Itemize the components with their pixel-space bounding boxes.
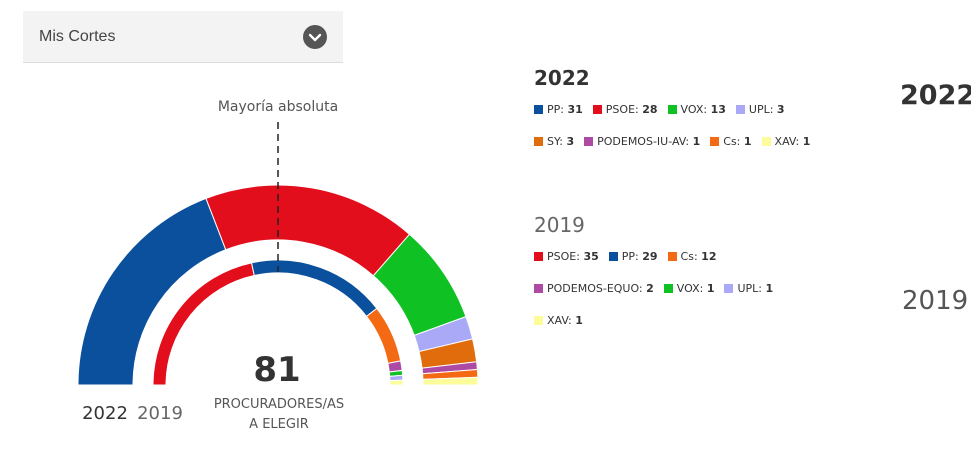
legend-swatch	[735, 105, 745, 114]
legend-swatch	[534, 252, 543, 261]
legend-2019: 2019 PSOE: 35 PP: 29 Cs: 12PODEMOS-EQUO: 2…	[534, 213, 834, 341]
seat-segment-2019-xav[interactable]	[389, 379, 404, 386]
legend-seat-count: 31	[567, 103, 583, 116]
legend-item-2022-podemos-iu-av[interactable]: PODEMOS-IU-AV: 1	[584, 134, 700, 149]
legend-party-name: VOX:	[676, 282, 707, 295]
legend-party-name: XAV:	[547, 314, 576, 327]
legend-title-2022: 2022	[534, 66, 590, 90]
inner-ring-2019	[152, 259, 404, 386]
legend-seat-count: 1	[802, 135, 811, 148]
legend-seat-count: 1	[765, 282, 774, 295]
legend-item-2022-xav[interactable]: XAV: 1	[761, 134, 811, 149]
legend-swatch	[724, 284, 734, 293]
legend-seat-count: 1	[575, 314, 583, 327]
legend-item-2019-pp[interactable]: PP: 29	[608, 249, 658, 264]
inner-ring-label: 2019	[137, 403, 183, 424]
legend-swatch	[710, 137, 720, 146]
selector-label: Mis Cortes	[39, 28, 116, 45]
majority-label: Mayoría absoluta	[218, 99, 338, 115]
legend-item-2022-vox[interactable]: VOX: 13	[667, 102, 726, 117]
legend-party-name: PSOE:	[605, 103, 643, 116]
parliament-chart: Mayoría absoluta 81 PROCURADORES/AS A EL…	[77, 99, 479, 432]
legend-items-2022: PP: 31 PSOE: 28 VOX: 13 UPL: 3SY: 3 PODEMOS-…	[534, 98, 834, 162]
legend-seat-count: 13	[710, 103, 726, 116]
total-caption-line1: PROCURADORES/AS	[214, 397, 344, 412]
side-year-2022: 2022	[900, 80, 971, 111]
side-year-2019: 2019	[902, 286, 969, 316]
legend-party-name: UPL:	[737, 282, 766, 295]
outer-ring-2022	[77, 184, 479, 386]
legend-swatch	[534, 284, 543, 293]
legend-swatch	[534, 316, 543, 325]
legend-party-name: PP:	[621, 250, 643, 263]
legend-swatch	[534, 105, 543, 114]
legend-seat-count: 29	[642, 250, 658, 263]
legend-item-2019-cs[interactable]: Cs: 12	[667, 249, 717, 264]
legend-item-2022-pp[interactable]: PP: 31	[534, 102, 583, 117]
seat-segment-2022-psoe[interactable]	[205, 184, 411, 277]
legend-item-2022-sy[interactable]: SY: 3	[534, 134, 574, 149]
legend-seat-count: 1	[692, 135, 701, 148]
total-seats: 81	[253, 350, 300, 390]
legend-party-name: VOX:	[680, 103, 711, 116]
legend-seat-count: 28	[642, 103, 658, 116]
legend-item-2022-cs[interactable]: Cs: 1	[710, 134, 752, 149]
legend-item-2019-psoe[interactable]: PSOE: 35	[534, 249, 599, 264]
legend-item-2022-psoe[interactable]: PSOE: 28	[592, 102, 658, 117]
legend-party-name: Cs:	[680, 250, 702, 263]
legend-party-name: PSOE:	[547, 250, 584, 263]
legend-item-2022-upl[interactable]: UPL: 3	[735, 102, 785, 117]
legend-item-2019-vox[interactable]: VOX: 1	[663, 281, 715, 296]
legend-item-2019-podemos-equo[interactable]: PODEMOS-EQUO: 2	[534, 281, 654, 296]
legend-swatch	[592, 105, 602, 114]
seat-segment-2022-xav[interactable]	[422, 376, 479, 386]
legend-party-name: XAV:	[774, 135, 803, 148]
legend-item-2019-xav[interactable]: XAV: 1	[534, 313, 583, 328]
legend-seat-count: 2	[646, 282, 654, 295]
legend-2022: 2022 PP: 31 PSOE: 28 VOX: 13 UPL: 3SY: 3 POD…	[534, 66, 834, 162]
seat-segment-2019-pp[interactable]	[250, 259, 378, 318]
seat-segment-2019-cs[interactable]	[365, 307, 402, 365]
legend-seat-count: 3	[566, 135, 575, 148]
legend-swatch	[534, 137, 543, 146]
election-selector[interactable]: Mis Cortes	[23, 11, 343, 63]
total-caption-line2: A ELEGIR	[249, 417, 309, 432]
chevron-down-icon[interactable]	[303, 25, 327, 49]
legend-swatch	[761, 137, 771, 146]
legend-swatch	[584, 137, 594, 146]
legend-seat-count: 1	[706, 282, 715, 295]
legend-swatch	[667, 252, 677, 261]
legend-title-2019: 2019	[534, 213, 585, 237]
legend-seat-count: 35	[583, 250, 599, 263]
legend-party-name: SY:	[547, 135, 567, 148]
legend-swatch	[608, 252, 618, 261]
legend-swatch	[663, 284, 673, 293]
legend-party-name: PODEMOS-IU-AV:	[597, 135, 693, 148]
legend-party-name: UPL:	[748, 103, 777, 116]
legend-party-name: PP:	[547, 103, 568, 116]
legend-items-2019: PSOE: 35 PP: 29 Cs: 12PODEMOS-EQUO: 2 VOX: …	[534, 245, 834, 341]
outer-ring-label: 2022	[82, 403, 128, 424]
legend-seat-count: 1	[743, 135, 752, 148]
legend-seat-count: 3	[776, 103, 785, 116]
legend-seat-count: 12	[701, 250, 717, 263]
legend-party-name: PODEMOS-EQUO:	[547, 282, 647, 295]
legend-item-2019-upl[interactable]: UPL: 1	[724, 281, 773, 296]
legend-swatch	[667, 105, 677, 114]
legend-party-name: Cs:	[723, 135, 744, 148]
